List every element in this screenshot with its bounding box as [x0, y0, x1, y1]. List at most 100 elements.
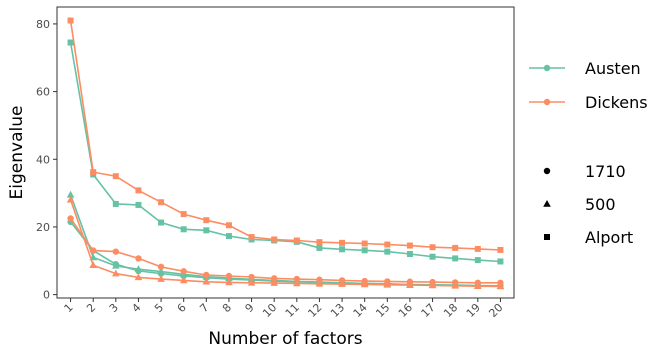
legend-label-dickens: Dickens: [585, 93, 648, 112]
x-tick-label: 8: [220, 301, 234, 315]
data-point: [406, 281, 414, 288]
x-tick-label: 13: [328, 301, 347, 320]
data-point: [384, 248, 391, 255]
data-point: [384, 241, 391, 248]
data-point: [497, 258, 504, 265]
data-point: [225, 233, 232, 240]
data-point: [134, 273, 143, 281]
x-tick-label: 6: [175, 301, 189, 315]
data-point: [157, 263, 165, 271]
data-point: [474, 257, 481, 264]
data-point: [203, 217, 210, 224]
x-tick-label: 18: [441, 301, 460, 320]
x-tick-label: 14: [351, 301, 370, 320]
data-point: [157, 275, 165, 282]
data-point: [474, 282, 482, 289]
legend-key-square: [544, 234, 550, 240]
legend-key-point: [543, 98, 551, 106]
plot-panel-border: [56, 6, 515, 299]
x-tick-label: 7: [197, 301, 211, 315]
data-point: [112, 261, 120, 269]
data-point: [452, 244, 459, 251]
data-point: [203, 227, 210, 234]
data-point: [67, 17, 74, 24]
data-point: [293, 275, 301, 283]
data-point: [360, 280, 369, 288]
x-tick-label: 12: [305, 301, 324, 320]
x-tick-label: 16: [396, 301, 415, 320]
data-point: [497, 246, 504, 253]
data-point: [248, 234, 255, 241]
data-point: [112, 200, 119, 207]
x-tick-label: 4: [129, 301, 143, 315]
y-tick-label: 80: [36, 18, 50, 31]
data-point: [135, 255, 142, 262]
data-point: [361, 247, 368, 254]
data-point: [134, 265, 143, 273]
x-tick-label: 17: [419, 301, 438, 320]
y-tick-label: 40: [36, 153, 50, 166]
data-point: [270, 279, 278, 286]
data-point: [429, 244, 436, 251]
data-point: [383, 280, 392, 288]
data-point: [293, 237, 300, 244]
data-point: [89, 261, 97, 268]
data-point: [406, 242, 413, 249]
series-line-dickens-1710: [69, 218, 501, 284]
data-point: [112, 173, 119, 180]
plot-area: [66, 17, 505, 290]
data-point: [158, 199, 165, 206]
data-point: [339, 239, 346, 246]
data-point: [179, 276, 188, 284]
legend-key-point: [543, 64, 551, 72]
x-tick-label: 10: [260, 301, 279, 320]
x-tick-label: 3: [107, 301, 121, 315]
data-point: [66, 190, 75, 198]
data-point: [158, 219, 165, 226]
data-point: [339, 246, 346, 253]
series-line-dickens-alport: [69, 20, 501, 251]
data-point: [225, 222, 232, 229]
legend-key-triangle: [543, 200, 551, 207]
legend-label-alport: Alport: [585, 228, 633, 247]
data-point: [112, 269, 120, 277]
legend-label-austen: Austen: [585, 59, 641, 78]
x-tick-label: 1: [62, 301, 76, 315]
data-point: [225, 272, 233, 280]
data-point: [135, 201, 142, 208]
data-point: [202, 277, 211, 285]
data-point: [157, 267, 165, 275]
legend-label-500: 500: [585, 195, 616, 214]
y-tick-label: 60: [36, 86, 50, 99]
data-point: [225, 278, 233, 286]
data-point: [180, 268, 187, 275]
data-point: [112, 248, 120, 255]
data-point: [180, 226, 187, 233]
y-axis-title: Eigenvalue: [7, 106, 27, 200]
legend-label-1710: 1710: [585, 162, 626, 181]
x-tick-label: 15: [373, 301, 392, 320]
x-tick-label: 2: [84, 301, 98, 315]
data-point: [271, 236, 278, 243]
y-tick-label: 20: [36, 221, 50, 234]
data-point: [474, 245, 481, 252]
data-point: [452, 255, 459, 262]
data-point: [316, 244, 323, 251]
data-point: [451, 281, 459, 289]
series-line-dickens-500: [69, 199, 501, 288]
data-point: [203, 271, 210, 279]
x-tick-label: 11: [283, 301, 302, 320]
legend-key-circle: [543, 167, 551, 175]
data-point: [316, 239, 323, 246]
data-point: [270, 275, 278, 282]
x-tick-label: 5: [152, 301, 166, 315]
data-point: [406, 251, 413, 258]
data-point: [429, 253, 436, 260]
data-point: [248, 273, 255, 281]
data-point: [315, 279, 324, 287]
legend: Austen Dickens 1710 500 Alport: [529, 59, 648, 247]
series-line-austen-alport: [69, 42, 501, 263]
data-point: [361, 240, 368, 247]
